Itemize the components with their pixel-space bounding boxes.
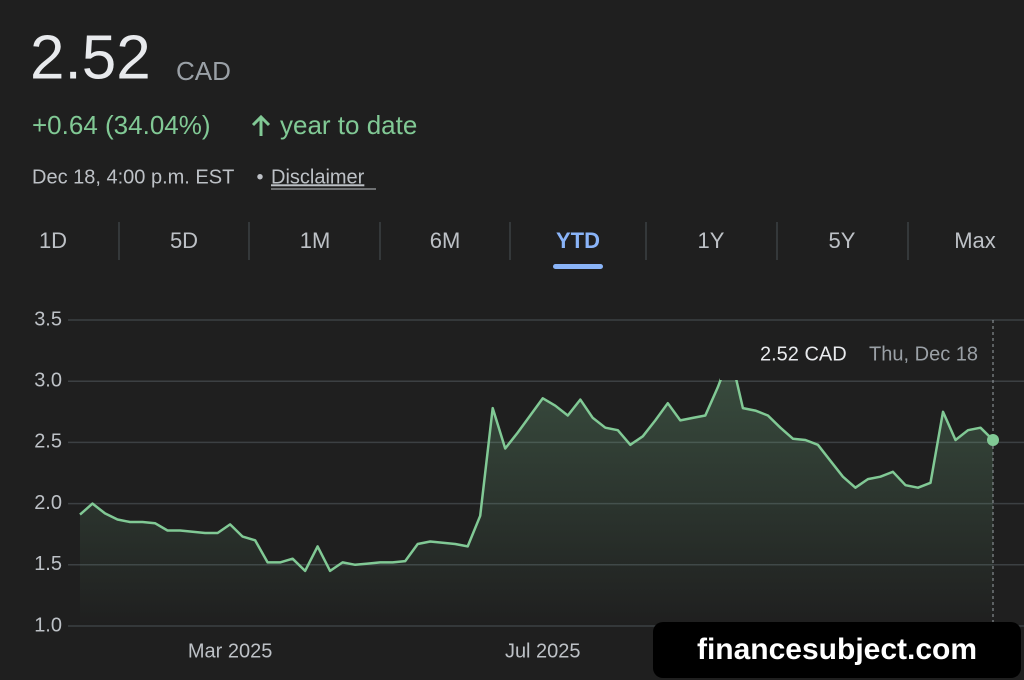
change: +0.64 (34.04%) [32, 110, 211, 140]
separator: • [256, 166, 263, 188]
y-tick-label: 1.0 [34, 614, 62, 636]
y-tick-label: 2.0 [34, 492, 62, 514]
tooltip-box [720, 330, 990, 380]
change-value: +0.64 (34.04%) [32, 110, 211, 140]
area [80, 354, 993, 626]
timestamp: Dec 18, 4:00 p.m. EST [32, 166, 234, 188]
tab[interactable]: 1Y [698, 228, 725, 253]
tab[interactable]: 1M [300, 228, 331, 253]
tabs: 1D 5D 1M 6M YTD 1Y 5Y Max [39, 222, 996, 269]
tab[interactable]: 1D [39, 228, 67, 253]
current-point [987, 433, 999, 446]
tab[interactable]: 5D [170, 228, 198, 253]
tab[interactable]: Max [954, 228, 996, 253]
currency: CAD [176, 56, 231, 86]
up-arrow [251, 114, 271, 136]
y-tick-label: 3.0 [34, 369, 62, 391]
price: 2.52 [30, 23, 151, 92]
tooltip-date: Thu, Dec 18 [869, 343, 978, 365]
tab[interactable]: YTD [556, 228, 600, 253]
watermark: financesubject.com [697, 633, 977, 666]
tab-indicator [553, 264, 603, 269]
y-tick-label: 1.5 [34, 553, 62, 575]
tab[interactable]: 6M [430, 228, 461, 253]
watermark-box [653, 622, 1021, 678]
tab[interactable]: 5Y [829, 228, 856, 253]
y-tick-label: 3.5 [34, 308, 62, 330]
y-tick-label: 2.5 [34, 431, 62, 453]
period: year to date [280, 110, 417, 140]
disclaimer-link[interactable]: Disclaimer [271, 166, 365, 188]
chart: 1.0 1.5 2.0 2.5 3.0 3.5 Mar 2025 Jul 2025 2.52 C… [34, 308, 1024, 662]
x-tick-label: Jul 2025 [505, 640, 581, 662]
tooltip-value: 2.52 CAD [760, 343, 847, 365]
price-line [79, 353, 994, 573]
x-tick-label: Mar 2025 [188, 640, 273, 662]
